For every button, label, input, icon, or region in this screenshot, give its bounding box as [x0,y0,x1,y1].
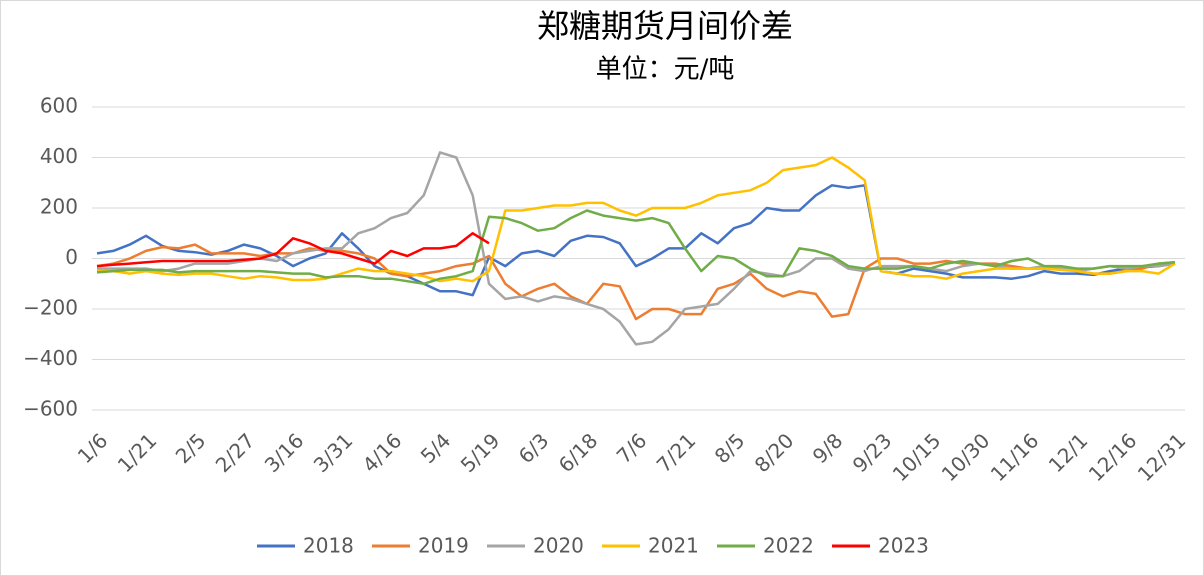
legend-label: 2018 [303,534,354,558]
chart-title: 郑糖期货月间价差 [537,7,793,45]
y-tick-label: 200 [40,195,78,219]
series-line [96,232,490,268]
y-tick-label: 0 [65,245,78,269]
y-tick-label: −200 [23,296,78,320]
y-tick-label: −600 [23,397,78,421]
y-tick-label: 400 [40,144,78,168]
legend-label: 2020 [533,534,584,558]
legend-label: 2021 [648,534,699,558]
series-line [96,209,1176,286]
series-line [96,184,1176,297]
y-tick-label: −400 [23,346,78,370]
series-line [97,156,1176,283]
chart-subtitle: 单位：元/吨 [596,55,735,85]
legend-label: 2022 [763,534,814,558]
y-tick-label: 600 [40,94,78,118]
legend-label: 2019 [418,534,469,558]
legend-label: 2023 [878,534,929,558]
